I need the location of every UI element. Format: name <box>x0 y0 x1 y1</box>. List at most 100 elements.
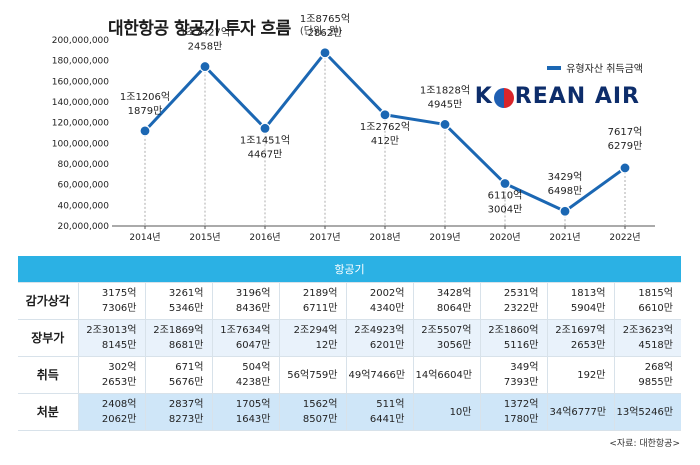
data-label: 4945만 <box>428 98 463 110</box>
cell-text: 2189억 <box>302 288 338 299</box>
table-cell: 2531억 2322만 <box>479 282 547 320</box>
cell-text: 2조3623억 <box>622 325 673 336</box>
cell-text: 3261억 <box>168 288 204 299</box>
cell-text: 671억 <box>175 362 204 373</box>
cell-text: 2조5507억 <box>421 325 472 336</box>
table-cell: 349억 7393만 <box>479 356 547 394</box>
x-tick-label: 2021년 <box>549 232 580 243</box>
cell-text: 349억 <box>510 362 539 373</box>
cell-text: 1705억 <box>235 399 271 410</box>
cell-text: 2조3013억 <box>86 325 137 336</box>
cell-text: 192만 <box>577 369 606 381</box>
table-cell: 56억759만 <box>278 356 346 394</box>
cell-text: 1562억 <box>302 399 338 410</box>
data-label: 6110억 <box>488 190 523 202</box>
cell-text: 13억5246만 <box>616 406 674 418</box>
table-cell: 3175억 7306만 <box>77 282 145 320</box>
table-row: 장부가 2조3013억 8145만 2조1869억 8681만 1조7634억 6047만 2… <box>18 319 681 357</box>
cell-text: 6610만 <box>638 303 673 314</box>
data-point <box>559 205 571 217</box>
cell-text: 6711만 <box>302 303 338 314</box>
cell-text: 10만 <box>449 406 472 418</box>
data-point <box>199 60 211 73</box>
cell-text: 504억 <box>242 362 271 373</box>
data-label: 1조7427억 <box>180 27 230 39</box>
data-label: 2458만 <box>188 41 223 53</box>
data-label: 1조8765억 <box>300 13 350 25</box>
data-label: 1879만 <box>128 105 163 117</box>
cell-text: 3056만 <box>436 340 472 351</box>
chart-title: 대한항공 항공기 투자 흐름 (단위: 원) <box>108 14 342 39</box>
data-label: 4467만 <box>248 148 283 160</box>
cell-text: 2837억 <box>168 399 204 410</box>
cell-text: 268억 <box>644 362 673 373</box>
x-tick-label: 2019년 <box>429 232 460 243</box>
y-tick-label: 160,000,000 <box>52 77 110 87</box>
data-label: 1조1206억 <box>120 91 170 103</box>
cell-text: 2조1869억 <box>153 325 204 336</box>
logo-part-rest: REAN AIR <box>514 84 640 109</box>
aircraft-table: 항공기 감가상각 3175억 7306만 3261억 5346만 3196억 8436만 21… <box>18 256 681 431</box>
data-point <box>439 118 451 131</box>
table-cell: 2408억 2062만 <box>77 393 145 431</box>
data-point <box>259 122 271 134</box>
x-tick-label: 2015년 <box>189 232 220 243</box>
cell-text: 2531억 <box>503 288 539 299</box>
cell-text: 49억7466만 <box>348 369 406 381</box>
korean-air-logo: K REAN AIR <box>475 84 640 109</box>
data-label: 3429억 <box>548 171 583 183</box>
cell-text: 2조1697억 <box>555 325 606 336</box>
row-label: 장부가 <box>18 319 78 357</box>
cell-text: 1815억 <box>638 288 673 299</box>
cell-text: 2002억 <box>369 288 405 299</box>
y-tick-label: 20,000,000 <box>57 222 109 232</box>
data-point <box>499 177 511 190</box>
data-label: 3004만 <box>488 204 523 216</box>
line-chart: 20,000,000 40,000,000 60,000,000 80,000,000… <box>52 13 655 243</box>
legend-swatch <box>547 65 562 70</box>
table-cell: 302억 2653만 <box>77 356 145 394</box>
cell-text: 6047만 <box>235 340 271 351</box>
data-point <box>139 125 151 137</box>
cell-text: 2653만 <box>101 377 137 388</box>
cell-text: 1372억 <box>503 399 539 410</box>
table-cell: 2189억 6711만 <box>278 282 346 320</box>
cell-text: 6201만 <box>369 340 405 351</box>
table-cell: 192만 <box>546 356 614 394</box>
cell-text: 8681만 <box>168 340 204 351</box>
table-body: 감가상각 3175억 7306만 3261억 5346만 3196억 8436만 2189억 6… <box>18 282 681 431</box>
x-tick-label: 2017년 <box>309 232 340 243</box>
unit-text: (단위: 원) <box>299 26 342 37</box>
legend-label: 유형자산 취득금액 <box>566 64 643 75</box>
cell-text: 2408억 <box>101 399 137 410</box>
y-tick-label: 180,000,000 <box>52 57 110 67</box>
table-cell: 3428억 8064만 <box>412 282 480 320</box>
cell-text: 2653만 <box>570 340 606 351</box>
cell-text: 8436만 <box>235 303 271 314</box>
source-note: <자료: 대한항공> <box>609 439 680 449</box>
cell-text: 511억 <box>376 399 405 410</box>
cell-text: 34억6777만 <box>549 406 607 418</box>
table-row: 취득 302억 2653만 671억 5676만 504억 4238만 56억759만 49억7… <box>18 356 681 394</box>
row-label: 감가상각 <box>18 282 78 320</box>
cell-text: 1780만 <box>503 414 539 425</box>
table-cell: 1372억 1780만 <box>479 393 547 431</box>
cell-text: 12만 <box>315 340 338 351</box>
table-cell: 671억 5676만 <box>144 356 212 394</box>
cell-text: 2조294억 <box>293 325 338 336</box>
cell-text: 302억 <box>108 362 137 373</box>
table-cell: 14억6604만 <box>412 356 480 394</box>
cell-text: 5346만 <box>168 303 204 314</box>
table-cell: 504억 4238만 <box>211 356 279 394</box>
table-cell: 1705억 1643만 <box>211 393 279 431</box>
table-cell: 2조3623억 4518만 <box>613 319 681 357</box>
data-label: 1조2762억 <box>360 121 410 133</box>
cell-text: 56억759만 <box>287 369 338 381</box>
table-cell: 2조1697억 2653만 <box>546 319 614 357</box>
y-tick-label: 140,000,000 <box>52 98 110 108</box>
y-tick-label: 100,000,000 <box>52 139 110 149</box>
y-tick-label: 120,000,000 <box>52 119 110 129</box>
x-tick-label: 2014년 <box>129 232 160 243</box>
taeguk-icon <box>493 87 514 108</box>
data-label: 412만 <box>371 135 399 147</box>
